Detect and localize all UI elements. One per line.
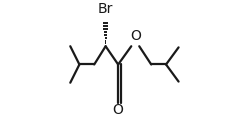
Text: O: O bbox=[130, 29, 141, 43]
Text: Br: Br bbox=[98, 2, 113, 16]
Text: O: O bbox=[113, 103, 124, 117]
